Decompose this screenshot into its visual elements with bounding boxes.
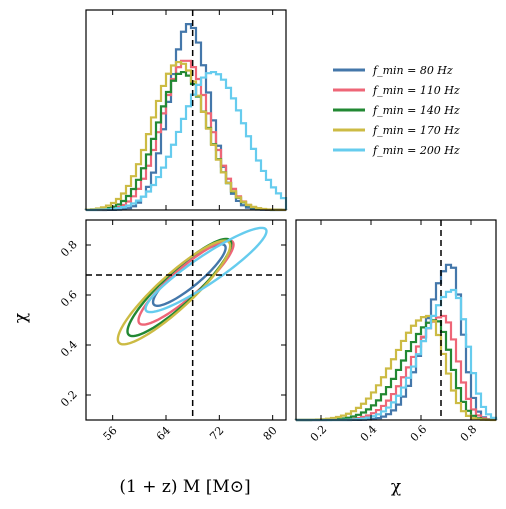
contour-f140 bbox=[126, 237, 233, 338]
legend-label-f200: f_min = 200 Hz bbox=[372, 144, 460, 157]
chi-hist-x-tick-label: 0.8 bbox=[458, 423, 480, 445]
chi-hist-x-tick-label: 0.2 bbox=[308, 423, 330, 445]
contour-f170 bbox=[116, 239, 232, 346]
mass-hist-frame bbox=[85, 9, 287, 211]
legend: f_min = 80 Hz f_min = 110 Hz f_min = 140 H… bbox=[333, 64, 460, 157]
legend-label-f140: f_min = 140 Hz bbox=[372, 104, 460, 117]
legend-label-f170: f_min = 170 Hz bbox=[372, 124, 460, 137]
chi-hist-x-tick-label: 0.4 bbox=[358, 423, 380, 445]
joint-y-tick-label: 0.2 bbox=[58, 388, 80, 410]
chi-hist-f170 bbox=[294, 314, 498, 422]
mass-hist-f200 bbox=[84, 70, 288, 212]
y-axis-label-chi: χ bbox=[11, 313, 31, 323]
joint-y-tick-label: 0.6 bbox=[58, 288, 80, 310]
joint-y-tick-label: 0.4 bbox=[58, 338, 80, 360]
x-axis-label-mass: (1 + z) M [M⊙] bbox=[119, 477, 250, 497]
chi-histogram-panel: 0.2 0.4 0.6 0.8 bbox=[294, 219, 498, 445]
mass-hist-f170 bbox=[84, 60, 288, 212]
chi-hist-x-tick-label: 0.6 bbox=[408, 423, 430, 445]
legend-label-f110: f_min = 110 Hz bbox=[372, 84, 460, 97]
chi-hist-frame bbox=[295, 219, 497, 421]
joint-y-tick-label: 0.8 bbox=[58, 238, 80, 260]
joint-x-tick-label: 72 bbox=[207, 424, 226, 443]
joint-x-tick-label: 64 bbox=[154, 424, 173, 443]
joint-x-tick-label: 80 bbox=[261, 424, 280, 443]
mass-hist-f110 bbox=[84, 59, 288, 212]
mass-histogram-panel bbox=[84, 9, 288, 212]
joint-contour-panel: 56 64 72 80 0.2 0.4 0.6 0.8 bbox=[58, 219, 287, 443]
legend-label-f80: f_min = 80 Hz bbox=[372, 64, 453, 77]
contour-f200 bbox=[144, 226, 268, 314]
joint-frame bbox=[85, 219, 287, 421]
mass-hist-f140 bbox=[84, 70, 288, 212]
joint-x-tick-label: 56 bbox=[101, 424, 120, 443]
axis-labels: (1 + z) M [M⊙] χ χ bbox=[11, 313, 401, 497]
x-axis-label-chi: χ bbox=[391, 477, 401, 497]
